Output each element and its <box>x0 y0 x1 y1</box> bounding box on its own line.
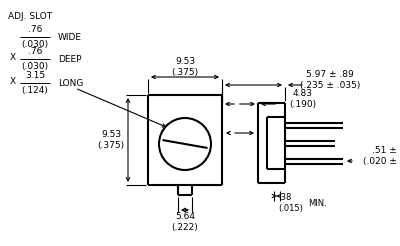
Text: (.124): (.124) <box>22 86 48 94</box>
Text: .51 ± .05
(.020 ± .002): .51 ± .05 (.020 ± .002) <box>363 146 400 166</box>
Text: MIN.: MIN. <box>308 199 327 207</box>
Text: 4.83
(.190): 4.83 (.190) <box>290 89 316 109</box>
Text: 9.53
(.375): 9.53 (.375) <box>98 130 124 150</box>
Text: 5.97 ± .89
(.235 ± .035): 5.97 ± .89 (.235 ± .035) <box>300 70 360 90</box>
Text: 3.15: 3.15 <box>25 72 45 80</box>
Text: .38
(.015): .38 (.015) <box>278 193 303 213</box>
Text: (.030): (.030) <box>22 40 48 48</box>
Text: 9.53
(.375): 9.53 (.375) <box>172 57 198 77</box>
Text: LONG: LONG <box>58 78 83 88</box>
Text: ADJ. SLOT: ADJ. SLOT <box>8 12 52 21</box>
Text: DEEP: DEEP <box>58 55 82 63</box>
Text: X: X <box>10 77 16 87</box>
Text: .76: .76 <box>28 26 42 34</box>
Text: 5.64
(.222): 5.64 (.222) <box>172 212 198 232</box>
Text: .76: .76 <box>28 47 42 57</box>
Text: X: X <box>10 53 16 62</box>
Text: WIDE: WIDE <box>58 32 82 42</box>
Text: (.030): (.030) <box>22 62 48 71</box>
